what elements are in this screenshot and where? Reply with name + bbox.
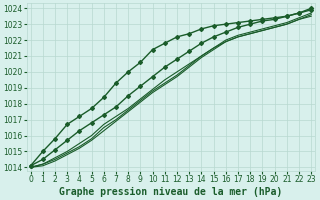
X-axis label: Graphe pression niveau de la mer (hPa): Graphe pression niveau de la mer (hPa) (59, 186, 283, 197)
